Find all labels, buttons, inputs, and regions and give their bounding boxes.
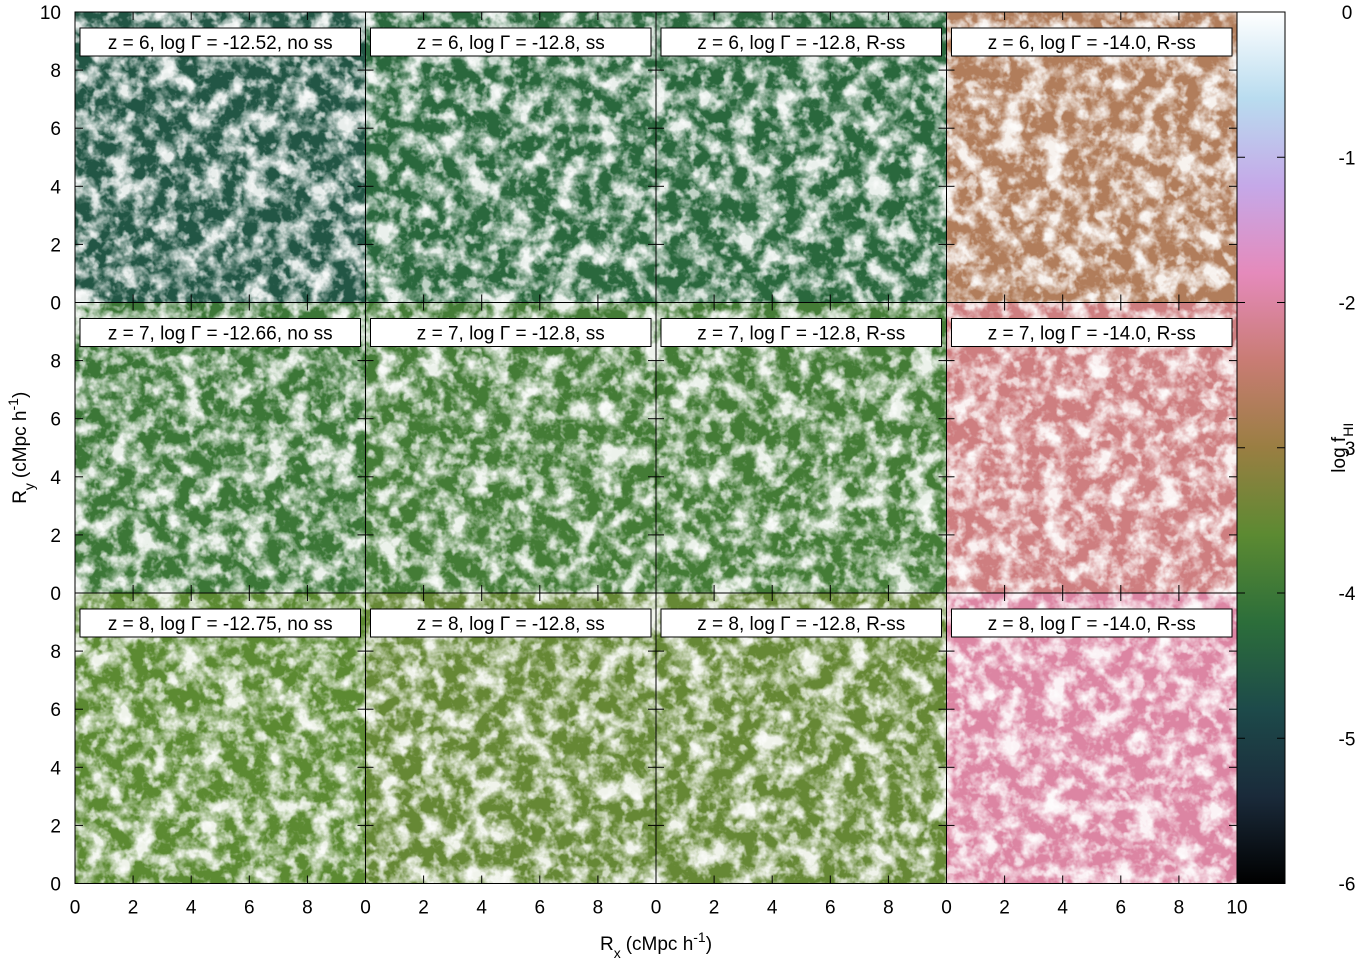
y-tick-label: 6 [50, 119, 61, 140]
panel: z = 8, log Γ = -12.8, ss [365, 592, 657, 884]
panel-title-box [951, 27, 1233, 57]
x-tick-label: 6 [535, 898, 546, 919]
x-tick-label: 6 [244, 898, 255, 919]
y-tick-label: 4 [50, 468, 61, 489]
x-tick-label: 8 [593, 898, 604, 919]
panel: z = 6, log Γ = -12.52, no ss [74, 11, 366, 303]
panel-title-box [951, 318, 1233, 347]
panel-knots [365, 12, 656, 303]
colorbar-label: log fHI [1329, 423, 1356, 473]
panel: z = 7, log Γ = -12.66, no ss [74, 302, 366, 594]
colorbar-tick-label: -6 [1339, 875, 1356, 896]
panels-layer: z = 6, log Γ = -12.52, no ss z = 6, log Γ… [74, 11, 1238, 884]
panel-knots [946, 302, 1237, 593]
x-tick-label: 6 [1116, 898, 1127, 919]
x-tick-label: 2 [128, 898, 139, 919]
panel-title: z = 8, log Γ = -12.8, R-ss [697, 614, 905, 635]
y-tick-label: 6 [50, 700, 61, 721]
y-tick-label: 0 [50, 875, 61, 896]
panel: z = 8, log Γ = -12.8, R-ss [655, 592, 947, 884]
panel: z = 7, log Γ = -12.8, R-ss [655, 302, 947, 594]
panel-knots [75, 302, 366, 593]
panel-knots [365, 593, 656, 884]
panel: z = 7, log Γ = -12.8, ss [365, 302, 657, 594]
x-axis-label: Rx (cMpc h-1) [600, 929, 712, 960]
x-tick-label: 4 [186, 898, 197, 919]
panel-title: z = 6, log Γ = -12.8, ss [417, 33, 605, 54]
x-tick-label: 0 [70, 898, 81, 919]
x-tick-label: 10 [1226, 898, 1247, 919]
x-tick-label: 2 [709, 898, 720, 919]
y-tick-label: 6 [50, 410, 61, 431]
x-tick-label: 0 [651, 898, 662, 919]
y-axis-label: Ry(cMpc h-1) [5, 392, 37, 504]
panel-title: z = 7, log Γ = -12.8, R-ss [697, 324, 905, 345]
y-tick-label: 4 [50, 758, 61, 779]
y-tick-label: 2 [50, 235, 61, 256]
panel-title-box [660, 318, 942, 347]
panel-title-box [370, 27, 652, 57]
panel-title: z = 6, log Γ = -14.0, R-ss [988, 33, 1196, 54]
x-tick-label: 4 [476, 898, 487, 919]
y-tick-label: 0 [50, 294, 61, 315]
colorbar-tick-label: -2 [1339, 294, 1356, 315]
panel-knots [656, 12, 947, 303]
x-tick-label: 6 [825, 898, 836, 919]
panel: z = 6, log Γ = -12.8, R-ss [655, 11, 947, 303]
colorbar-tick-label: 0 [1342, 3, 1353, 24]
colorbar-tick-label: -3 [1339, 439, 1356, 460]
x-tick-label: 0 [360, 898, 371, 919]
panel-knots [75, 593, 366, 884]
x-tick-label: 2 [999, 898, 1010, 919]
y-tick-label: 8 [50, 352, 61, 373]
x-tick-label: 8 [302, 898, 313, 919]
colorbar: 0 -1 -2 -3 -4 -5 -6 log fHI [1236, 3, 1356, 896]
x-tick-label: 4 [1057, 898, 1068, 919]
panel-title: z = 6, log Γ = -12.52, no ss [108, 33, 333, 54]
panel-knots [946, 12, 1237, 303]
panel-title-box [660, 608, 942, 638]
panel-title: z = 8, log Γ = -12.8, ss [417, 614, 605, 635]
panel-knots [365, 302, 656, 593]
panel-title-box [370, 608, 652, 638]
colorbar-tick-label: -4 [1339, 584, 1356, 605]
panel-title: z = 8, log Γ = -12.75, no ss [108, 614, 333, 635]
panel-knots [656, 302, 947, 593]
panel: z = 8, log Γ = -12.75, no ss [74, 592, 366, 884]
panel-knots [75, 12, 366, 303]
y-tick-label: 8 [50, 61, 61, 82]
panel-knots [946, 593, 1237, 884]
panel-title-box [370, 318, 652, 347]
y-tick-label: 0 [50, 584, 61, 605]
x-tick-label: 8 [1174, 898, 1185, 919]
colorbar-tick-label: -5 [1339, 729, 1356, 750]
x-tick-label: 0 [941, 898, 952, 919]
panel-title: z = 7, log Γ = -12.66, no ss [108, 324, 333, 345]
panel-title-box [79, 608, 361, 638]
y-tick-label: 2 [50, 816, 61, 837]
y-tick-label: 10 [40, 3, 61, 24]
panel: z = 8, log Γ = -14.0, R-ss [946, 592, 1238, 884]
colorbar-tick-label: -1 [1339, 148, 1356, 169]
y-tick-label: 8 [50, 642, 61, 663]
panel-title: z = 8, log Γ = -14.0, R-ss [988, 614, 1196, 635]
panel: z = 6, log Γ = -14.0, R-ss [946, 11, 1238, 303]
panel-title-box [951, 608, 1233, 638]
x-tick-label: 4 [767, 898, 778, 919]
panel-title-box [660, 27, 942, 57]
panel-title: z = 7, log Γ = -12.8, ss [417, 324, 605, 345]
x-tick-label: 2 [418, 898, 429, 919]
x-tick-label: 8 [883, 898, 894, 919]
axes: 0 2 4 6 8 0 2 4 6 8 0 2 4 6 8 0 2 4 6 8 1002468100246802468R… [5, 3, 1248, 960]
panel-title-box [79, 318, 361, 347]
panel: z = 7, log Γ = -14.0, R-ss [946, 302, 1238, 594]
panel-title: z = 6, log Γ = -12.8, R-ss [697, 33, 905, 54]
y-tick-label: 2 [50, 526, 61, 547]
y-tick-label: 4 [50, 177, 61, 198]
panel-title: z = 7, log Γ = -14.0, R-ss [988, 324, 1196, 345]
panel: z = 6, log Γ = -12.8, ss [365, 11, 657, 303]
panel-knots [656, 593, 947, 884]
panel-title-box [79, 27, 361, 57]
